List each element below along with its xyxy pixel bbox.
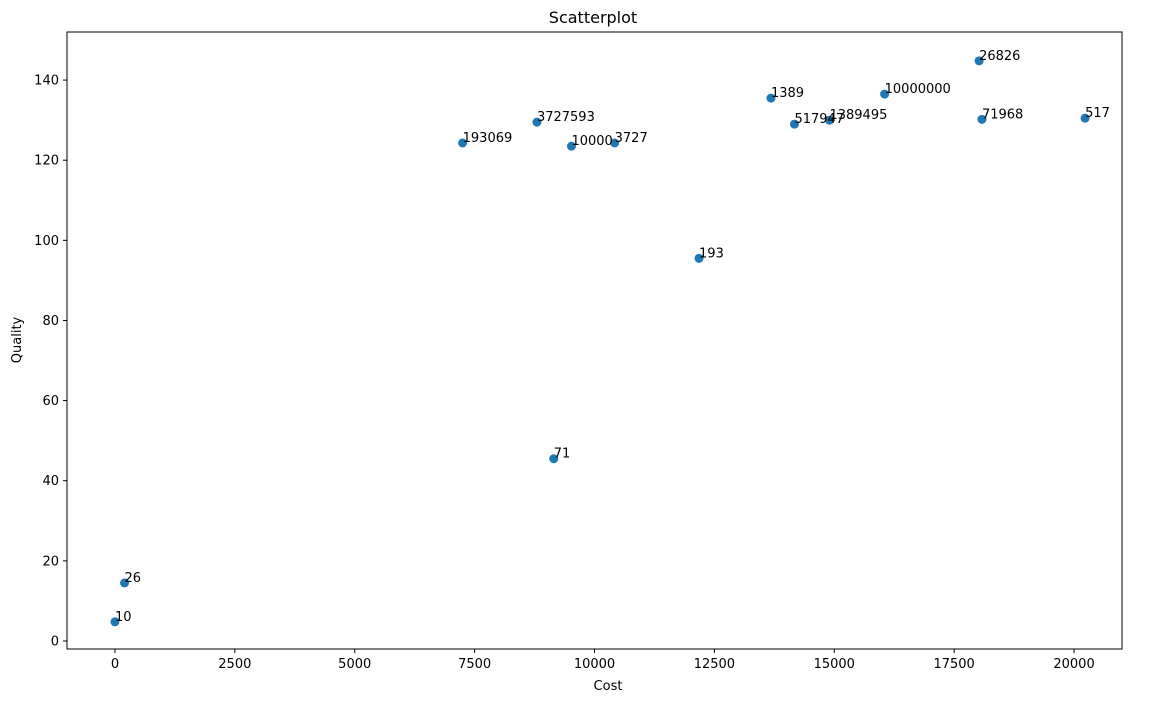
point-labels: 10 26 71 193 193069 3727593 10000 3727 1389 51794… (115, 49, 1110, 625)
point-label: 10000 (571, 134, 612, 149)
x-tick-label: 5000 (338, 657, 371, 672)
scatter-point (549, 454, 559, 464)
point-label: 1389495 (829, 108, 887, 123)
x-tick-label: 10000 (574, 657, 615, 672)
y-tick-label: 40 (42, 474, 59, 489)
y-tick-label: 120 (34, 154, 59, 169)
x-axis: 0 2500 5000 7500 10000 12500 15000 17500 20000 (111, 649, 1095, 672)
x-tick-label: 17500 (933, 657, 974, 672)
x-tick-label: 0 (111, 657, 119, 672)
x-tick-label: 2500 (218, 657, 251, 672)
y-tick-label: 0 (51, 634, 59, 649)
y-tick-label: 100 (34, 234, 59, 249)
data-points (110, 56, 1090, 627)
y-tick-label: 60 (42, 394, 59, 409)
scatter-point (610, 138, 620, 148)
scatter-point (824, 115, 834, 125)
point-label: 193069 (463, 131, 513, 146)
point-label: 517 (1085, 106, 1110, 121)
x-axis-label: Cost (594, 679, 623, 694)
scatter-point (880, 89, 890, 99)
x-tick-label: 20000 (1053, 657, 1094, 672)
y-tick-label: 140 (34, 74, 59, 89)
point-label: 26 (125, 571, 142, 586)
point-label: 517947 (794, 112, 844, 127)
scatter-point (1080, 113, 1090, 123)
point-label: 3727 (615, 131, 648, 146)
y-axis-label: Quality (10, 316, 25, 363)
point-label: 1389 (771, 86, 804, 101)
scatter-point (766, 93, 776, 103)
point-label: 10000000 (885, 82, 951, 97)
scatter-point (694, 253, 704, 263)
y-tick-label: 20 (42, 554, 59, 569)
scatter-point (974, 56, 984, 66)
scatter-point (532, 117, 542, 127)
point-label: 10 (115, 610, 132, 625)
point-label: 3727593 (537, 110, 595, 125)
x-tick-label: 15000 (814, 657, 855, 672)
x-tick-label: 7500 (458, 657, 491, 672)
scatter-point (977, 114, 987, 124)
scatter-point (566, 141, 576, 151)
point-label: 71968 (982, 107, 1023, 122)
x-tick-label: 12500 (694, 657, 735, 672)
point-label: 193 (699, 246, 724, 261)
scatter-point (110, 617, 120, 627)
y-tick-label: 80 (42, 314, 59, 329)
point-label: 71 (554, 447, 571, 462)
scatter-point (120, 578, 130, 588)
y-axis: 0 20 40 60 80 100 120 140 (34, 74, 67, 649)
scatter-point (789, 119, 799, 129)
point-label: 26826 (979, 49, 1020, 64)
chart-title: Scatterplot (549, 8, 637, 27)
scatter-point (458, 138, 468, 148)
